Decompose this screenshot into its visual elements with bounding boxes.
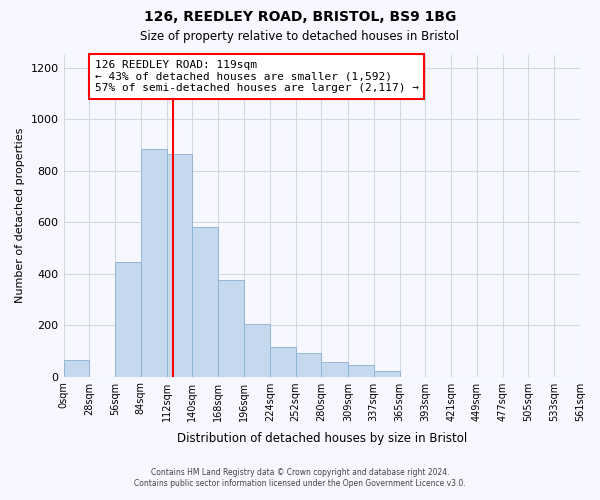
Bar xyxy=(348,365,374,376)
Bar xyxy=(322,362,348,376)
X-axis label: Distribution of detached houses by size in Bristol: Distribution of detached houses by size … xyxy=(176,432,467,445)
Bar xyxy=(374,372,400,376)
Bar xyxy=(244,324,270,376)
Text: Contains HM Land Registry data © Crown copyright and database right 2024.
Contai: Contains HM Land Registry data © Crown c… xyxy=(134,468,466,487)
Bar xyxy=(296,354,322,376)
Bar xyxy=(270,347,296,376)
Bar xyxy=(218,280,244,376)
Text: 126 REEDLEY ROAD: 119sqm
← 43% of detached houses are smaller (1,592)
57% of sem: 126 REEDLEY ROAD: 119sqm ← 43% of detach… xyxy=(95,60,419,93)
Bar xyxy=(64,360,89,376)
Bar xyxy=(193,228,218,376)
Bar xyxy=(141,149,167,376)
Y-axis label: Number of detached properties: Number of detached properties xyxy=(15,128,25,304)
Text: 126, REEDLEY ROAD, BRISTOL, BS9 1BG: 126, REEDLEY ROAD, BRISTOL, BS9 1BG xyxy=(144,10,456,24)
Bar xyxy=(167,154,193,376)
Text: Size of property relative to detached houses in Bristol: Size of property relative to detached ho… xyxy=(140,30,460,43)
Bar xyxy=(115,262,141,376)
